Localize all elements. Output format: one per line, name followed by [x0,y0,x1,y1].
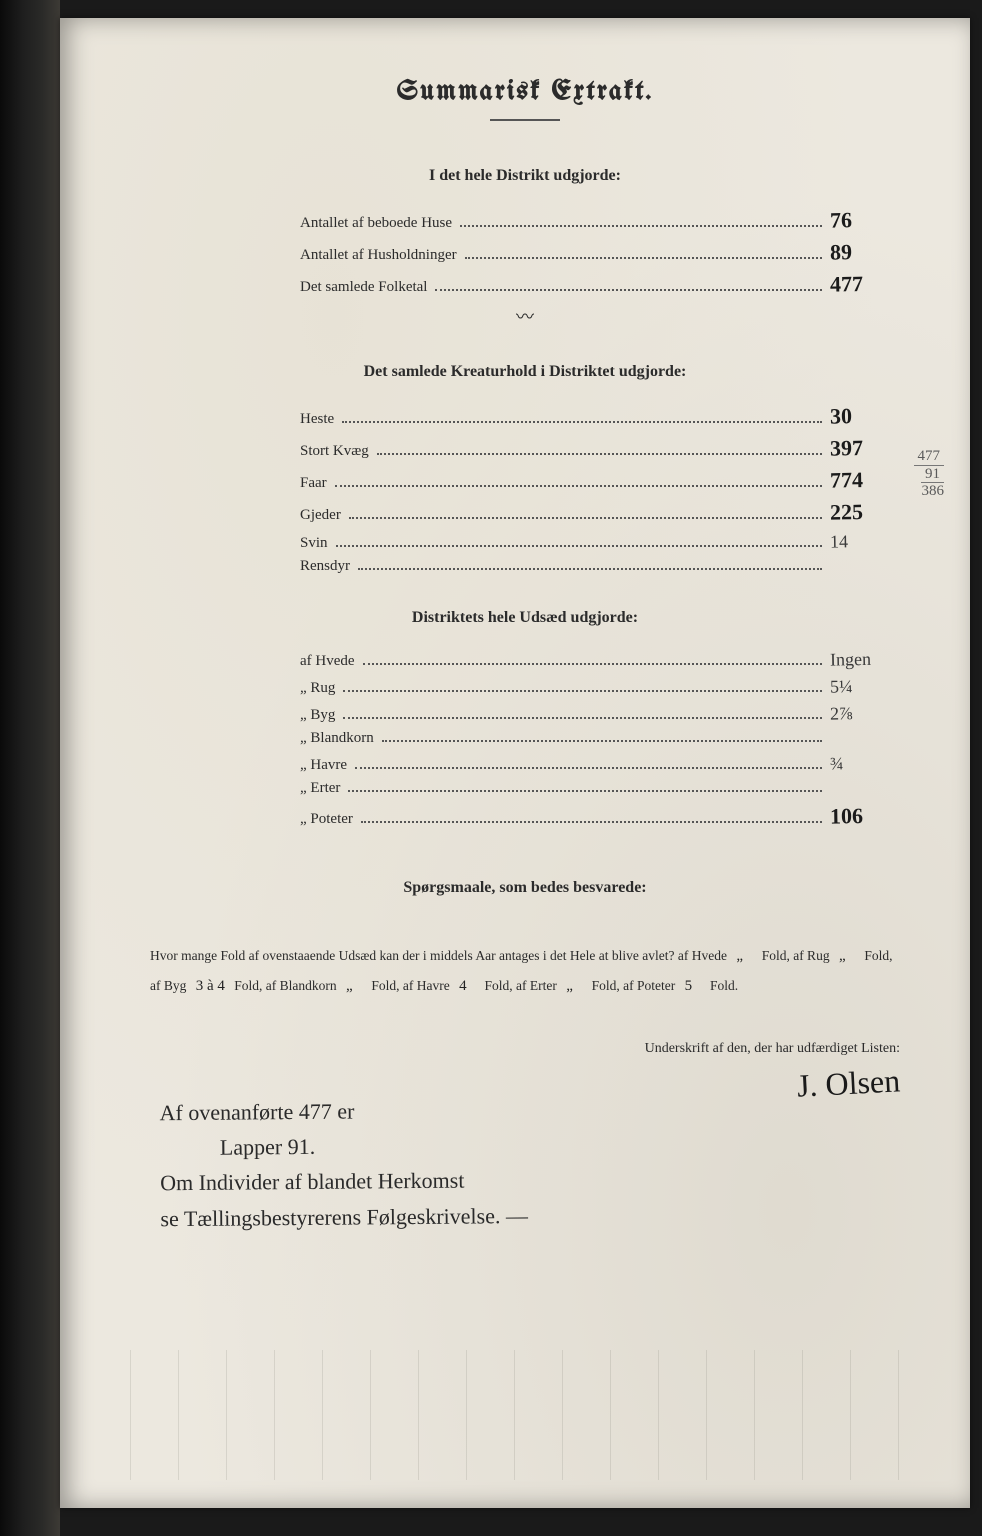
row-label: Stort Kvæg [300,443,369,460]
row-label: Rensdyr [300,558,350,575]
row-value: 2⅞ [830,702,900,724]
fill-poteter: 5 [679,971,707,1001]
row-label: Svin [300,535,328,552]
leader-dots [358,568,822,570]
row-label: Antallet af Husholdninger [300,247,457,264]
leader-dots [342,421,822,423]
row-value [830,741,900,742]
fill-hvede: „ [730,941,758,971]
row-label: „ Erter [300,780,340,797]
row-value: 225 [830,498,900,525]
leader-dots [435,289,822,291]
row-value [830,569,900,570]
fill-havre: 4 [453,971,481,1001]
table-row: „ Byg 2⅞ [300,703,900,724]
table-row: „ Erter [300,780,900,797]
row-value: 774 [830,466,900,493]
signature-label: Underskrift af den, der har udfærdiget L… [150,1041,900,1057]
table-row: Heste 30 [300,403,900,429]
leader-dots [460,225,822,227]
table-row: Antallet af Husholdninger 89 [300,239,900,265]
leader-dots [335,485,822,487]
row-value: 477 [830,270,900,297]
row-label: „ Poteter [300,811,353,828]
row-value: Ingen [830,648,900,670]
row-value: ¾ [830,752,900,774]
row-value: 76 [830,206,900,233]
margin-note-top: 477 [914,448,945,466]
table-row: Antallet af beboede Huse 76 [300,207,900,233]
table-row: „ Havre ¾ [300,753,900,774]
fill-rug: „ [833,941,861,971]
margin-note: 477 91 386 [914,448,945,500]
leader-dots [377,453,822,455]
leader-dots [343,717,822,719]
row-label: „ Byg [300,707,335,724]
table-row: Gjeder 225 [300,499,900,525]
section3-heading: Distriktets hele Udsæd udgjorde: [150,609,900,627]
leader-dots [355,767,822,769]
row-label: Det samlede Folketal [300,279,427,296]
table-row: Det samlede Folketal 477 [300,271,900,297]
row-value: 5¼ [830,675,900,697]
table-row: „ Poteter 106 [300,803,900,829]
fill-erter: „ [560,971,588,1001]
table-row: „ Rug 5¼ [300,676,900,697]
table-row: Faar 774 [300,467,900,493]
questions-paragraph: Hvor mange Fold af ovenstaaende Udsæd ka… [150,941,900,1001]
fill-blandkorn: „ [340,971,368,1001]
questions-lead: Hvor mange Fold af ovenstaaende Udsæd ka… [150,948,727,963]
table-row: „ Blandkorn [300,730,900,747]
handwritten-note: Af ovenanførte 477 er Lapper 91. Om Indi… [159,1089,900,1236]
row-label: „ Havre [300,757,347,774]
row-value: 30 [830,402,900,429]
ledger-grid [130,1350,930,1480]
leader-dots [382,740,822,742]
margin-note-bottom: 386 [922,483,945,499]
ink-smear: 〰 [150,303,900,329]
row-label: Faar [300,475,327,492]
row-label: Gjeder [300,507,341,524]
title-rule [490,119,560,121]
row-label: „ Rug [300,680,335,697]
table-row: af Hvede Ingen [300,649,900,670]
table-row: Stort Kvæg 397 [300,435,900,461]
table-row: Rensdyr [300,558,900,575]
questions-heading: Spørgsmaale, som bedes besvarede: [150,879,900,897]
leader-dots [336,545,822,547]
row-label: Heste [300,411,334,428]
section2-heading: Det samlede Kreaturhold i Distriktet udg… [150,363,900,381]
row-value: 14 [830,530,900,552]
row-value [830,791,900,792]
hand-line: se Tællingsbestyrerens Følgeskrivelse. — [160,1194,900,1236]
row-value: 89 [830,238,900,265]
table-row: Svin 14 [300,531,900,552]
row-label: af Hvede [300,653,355,670]
row-value: 106 [830,802,900,829]
leader-dots [465,257,822,259]
section1-heading: I det hele Distrikt udgjorde: [150,167,900,185]
leader-dots [348,790,822,792]
row-value: 397 [830,434,900,461]
leader-dots [349,517,822,519]
book-spine [0,0,60,1536]
page-title: Summarisk Extrakt. [150,78,900,107]
document-page: Summarisk Extrakt. I det hele Distrikt u… [60,18,970,1508]
row-label: „ Blandkorn [300,730,374,747]
margin-note-mid: 91 [921,466,944,484]
leader-dots [343,690,822,692]
leader-dots [361,821,822,823]
leader-dots [363,663,822,665]
row-label: Antallet af beboede Huse [300,215,452,232]
fill-byg: 3 à 4 [190,971,231,1001]
